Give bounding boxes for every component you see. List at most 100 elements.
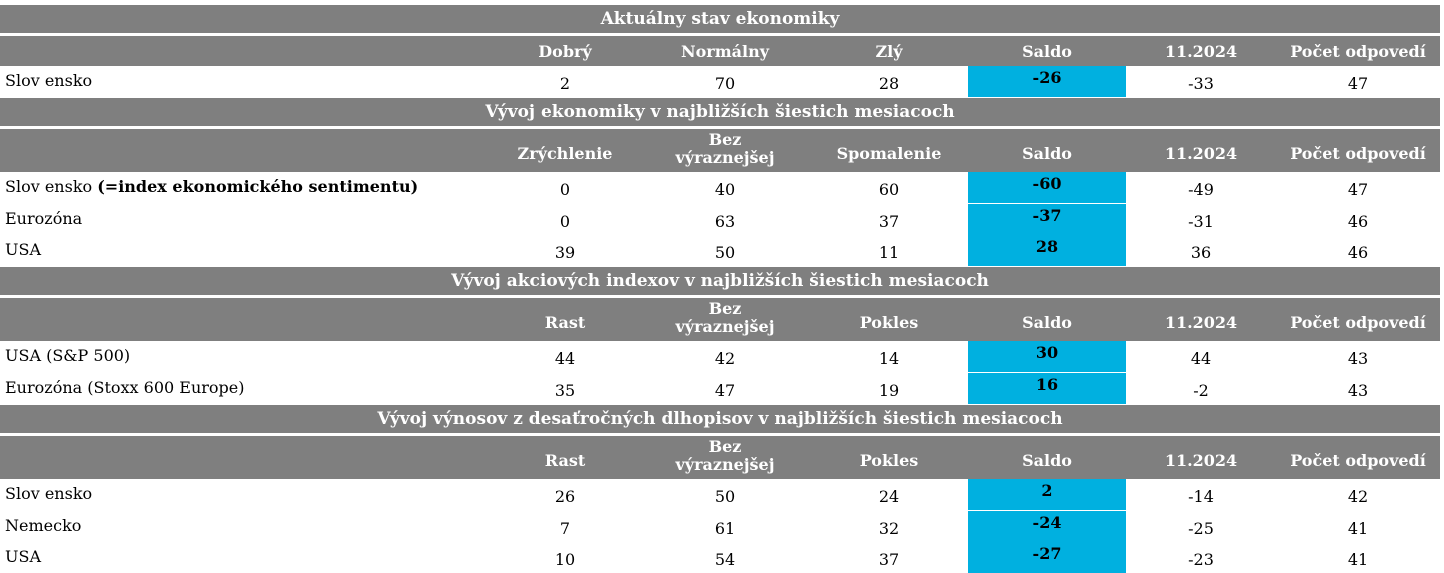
value-cell: 41: [1347, 550, 1369, 569]
saldo-value: -26: [1032, 68, 1062, 87]
column-header: Dobrý: [538, 42, 592, 61]
row-label: USA: [5, 240, 41, 259]
column-header: Počet odpovedí: [1290, 313, 1426, 332]
value-cell: 43: [1347, 381, 1369, 400]
column-header: Rast: [544, 313, 586, 332]
value-cell: 0: [559, 180, 571, 199]
column-header: Bez výraznejšej: [675, 299, 775, 336]
value-cell: -31: [1188, 212, 1214, 231]
value-cell: 47: [1347, 180, 1369, 199]
value-cell: 42: [714, 349, 736, 368]
saldo-cell: -37: [968, 204, 1126, 235]
saldo-value: 16: [1035, 375, 1059, 394]
section-title: Aktuálny stav ekonomiky: [0, 4, 1440, 33]
table-row: USA 10 54 37 -27 -23 41: [0, 542, 1440, 573]
column-header: Normálny: [680, 42, 770, 61]
value-cell: 14: [878, 349, 900, 368]
saldo-cell: -26: [968, 66, 1126, 97]
row-label: Eurozóna (Stoxx 600 Europe): [5, 378, 245, 397]
table-row: USA (S&P 500) 44 42 14 30 44 43: [0, 341, 1440, 372]
column-header: Zrýchlenie: [517, 144, 613, 163]
saldo-value: 28: [1035, 237, 1059, 256]
column-header: 11.2024: [1164, 451, 1238, 470]
table-row: Slov ensko 2 70 28 -26 -33 47: [0, 66, 1440, 97]
value-cell: 10: [554, 550, 576, 569]
row-label: Slov ensko: [5, 71, 92, 90]
table-row: USA 39 50 11 28 36 46: [0, 235, 1440, 266]
value-cell: 43: [1347, 349, 1369, 368]
value-cell: 40: [714, 180, 736, 199]
row-label-text: Eurozóna (Stoxx 600 Europe): [5, 378, 245, 397]
column-header: 11.2024: [1164, 42, 1238, 61]
value-cell: -14: [1188, 487, 1214, 506]
value-cell: 47: [1347, 74, 1369, 93]
value-cell: -25: [1188, 519, 1214, 538]
table-row: Slov ensko (=index ekonomického sentimen…: [0, 172, 1440, 203]
value-cell: 70: [714, 74, 736, 93]
section-title: Vývoj akciových indexov v najbližších ši…: [0, 266, 1440, 295]
value-cell: 7: [559, 519, 571, 538]
saldo-cell: -60: [968, 172, 1126, 203]
value-cell: -49: [1188, 180, 1214, 199]
saldo-cell: -27: [968, 542, 1126, 573]
value-cell: 41: [1347, 519, 1369, 538]
value-cell: 63: [714, 212, 736, 231]
column-header-row: Zrýchlenie Bez výraznejšej Spomalenie Saldo…: [0, 127, 1440, 172]
row-label: Slov ensko (=index ekonomického sentimen…: [5, 177, 418, 196]
row-label: USA (S&P 500): [5, 346, 130, 365]
value-cell: 11: [878, 243, 900, 262]
value-cell: 0: [559, 212, 571, 231]
column-header: Saldo: [1022, 144, 1072, 163]
column-header: Počet odpovedí: [1290, 144, 1426, 163]
saldo-value: -37: [1032, 206, 1062, 225]
row-label-bold: (=index ekonomického sentimentu): [97, 177, 419, 196]
row-label-text: USA: [5, 547, 41, 566]
table-row: Eurozóna 0 63 37 -37 -31 46: [0, 204, 1440, 235]
value-cell: 2: [559, 74, 571, 93]
value-cell: 19: [878, 381, 900, 400]
value-cell: 42: [1347, 487, 1369, 506]
value-cell: 24: [878, 487, 900, 506]
saldo-cell: 16: [968, 373, 1126, 404]
column-header-row: Rast Bez výraznejšej Pokles Saldo 11.2024 Poč…: [0, 296, 1440, 341]
column-header: Saldo: [1022, 451, 1072, 470]
column-header: Spomalenie: [836, 144, 942, 163]
value-cell: 39: [554, 243, 576, 262]
saldo-value: -27: [1032, 544, 1062, 563]
section-title: Vývoj výnosov z desaťročných dlhopisov v…: [0, 404, 1440, 433]
value-cell: 50: [714, 243, 736, 262]
value-cell: 28: [878, 74, 900, 93]
saldo-value: -60: [1032, 174, 1062, 193]
value-cell: 47: [714, 381, 736, 400]
column-header-row: Dobrý Normálny Zlý Saldo 11.2024 Počet odpove…: [0, 34, 1440, 66]
saldo-cell: 30: [968, 341, 1126, 372]
value-cell: 32: [878, 519, 900, 538]
value-cell: 36: [1190, 243, 1212, 262]
table-row: Eurozóna (Stoxx 600 Europe) 35 47 19 16 -2 43: [0, 373, 1440, 404]
section-title: Vývoj ekonomiky v najbližších šiestich m…: [0, 97, 1440, 126]
column-header: 11.2024: [1164, 313, 1238, 332]
value-cell: 44: [1190, 349, 1212, 368]
value-cell: -2: [1193, 381, 1209, 400]
row-label-text: Slov ensko: [5, 484, 93, 503]
row-label-text: Slov ensko: [5, 177, 98, 196]
value-cell: 37: [878, 550, 900, 569]
row-label: USA: [5, 547, 41, 566]
column-header: Bez výraznejšej: [675, 130, 775, 167]
saldo-value: -24: [1032, 513, 1062, 532]
column-header: Saldo: [1022, 313, 1072, 332]
column-header: Saldo: [1022, 42, 1072, 61]
column-header-row: Rast Bez výraznejšej Pokles Saldo 11.2024 Poč…: [0, 434, 1440, 479]
value-cell: 44: [554, 349, 576, 368]
value-cell: -33: [1188, 74, 1214, 93]
column-header: Rast: [544, 451, 586, 470]
saldo-cell: 28: [968, 235, 1126, 266]
column-header: Zlý: [875, 42, 903, 61]
value-cell: 35: [554, 381, 576, 400]
saldo-cell: 2: [968, 479, 1126, 510]
row-label: Slov ensko: [5, 484, 92, 503]
row-label-text: Slov ensko: [5, 71, 93, 90]
value-cell: 50: [714, 487, 736, 506]
value-cell: 26: [554, 487, 576, 506]
